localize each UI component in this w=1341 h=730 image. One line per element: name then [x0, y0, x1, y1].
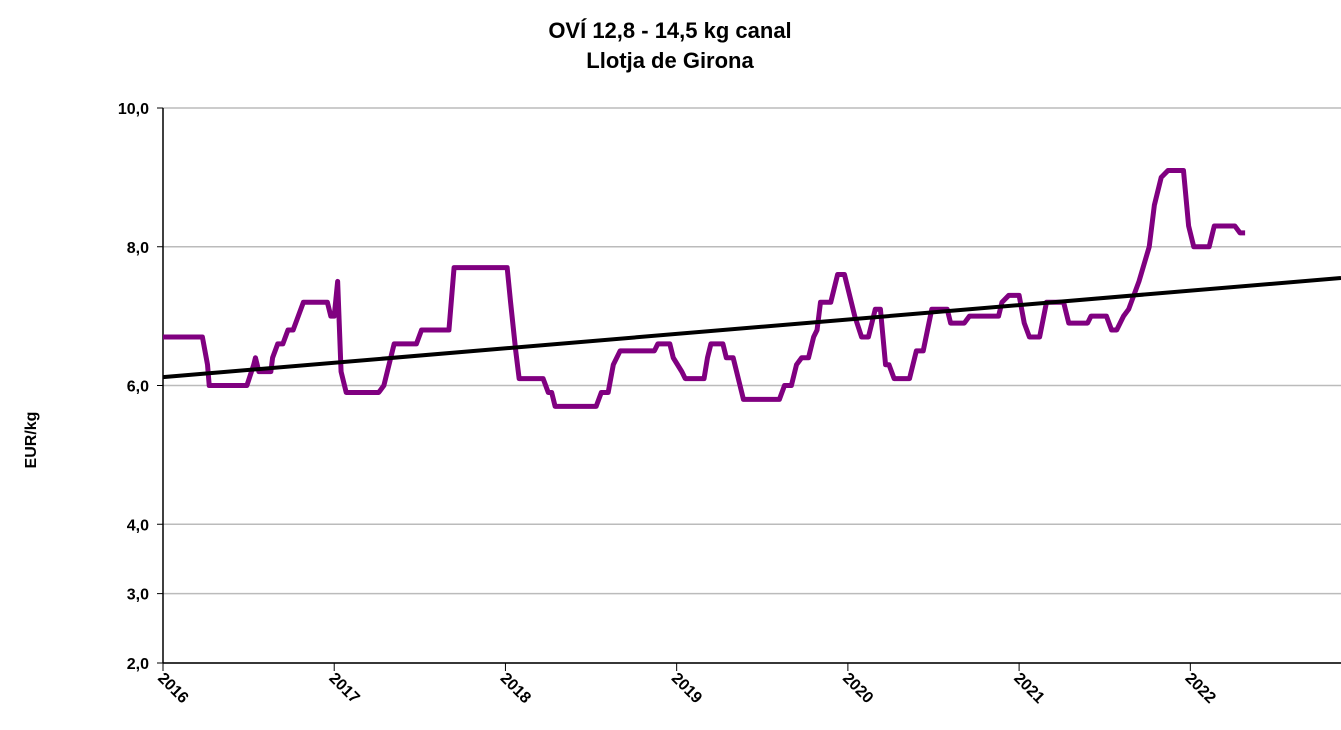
y-tick-label: 8,0 [127, 240, 149, 257]
y-tick-label: 10,0 [118, 101, 149, 118]
y-axis-label: EUR/kg [23, 412, 40, 469]
x-tick-label: 2021 [1010, 670, 1047, 707]
x-tick-label: 2018 [497, 670, 534, 707]
line-series [162, 275, 1341, 380]
x-tick-label: 2020 [839, 670, 876, 707]
chart-title: OVÍ 12,8 - 14,5 kg canal [548, 18, 791, 43]
y-tick-label: 3,0 [127, 587, 149, 604]
x-tick-label: 2022 [1181, 670, 1218, 707]
x-tick-label: 2019 [668, 670, 705, 707]
line-series [163, 167, 1246, 409]
y-tick-label: 4,0 [127, 517, 149, 534]
y-tick-label: 2,0 [127, 656, 149, 673]
chart-subtitle: Llotja de Girona [586, 48, 754, 73]
x-tick-label: 2016 [154, 670, 191, 707]
y-tick-label: 6,0 [127, 379, 149, 396]
x-tick-label: 2017 [325, 670, 362, 707]
